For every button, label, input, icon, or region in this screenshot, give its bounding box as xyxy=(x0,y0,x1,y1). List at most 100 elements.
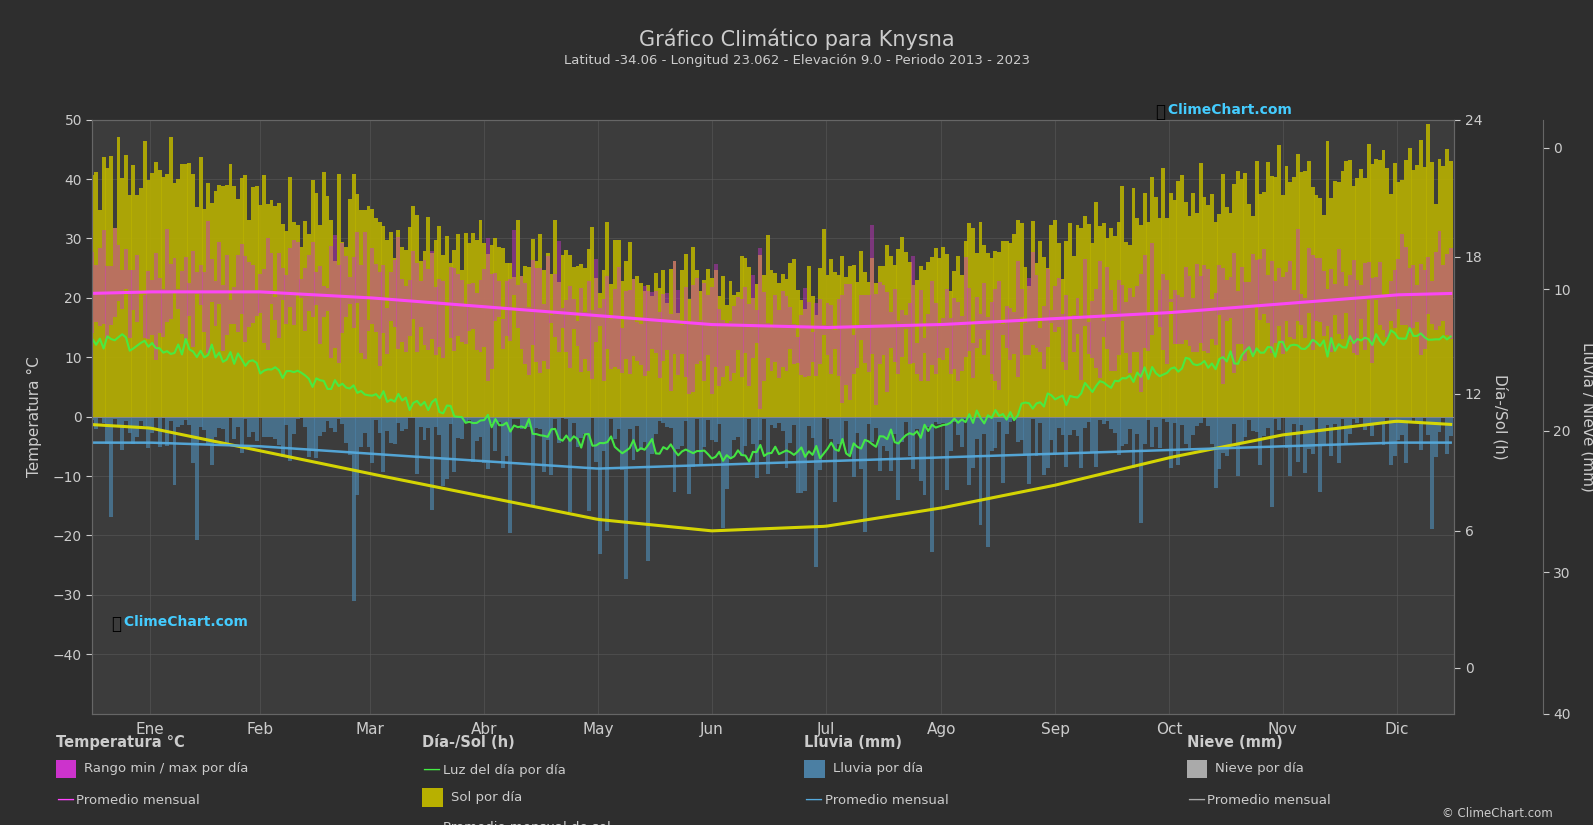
Bar xyxy=(430,417,433,510)
Bar xyxy=(1005,241,1008,417)
Bar xyxy=(408,280,411,336)
Bar xyxy=(639,324,644,365)
Bar xyxy=(653,290,658,353)
Bar xyxy=(358,210,363,417)
Bar xyxy=(661,271,666,417)
Bar xyxy=(1352,186,1356,417)
Bar xyxy=(1445,254,1450,335)
Bar xyxy=(591,227,594,417)
Bar xyxy=(236,255,241,332)
Bar xyxy=(1306,248,1311,313)
Bar xyxy=(433,239,438,417)
Bar xyxy=(511,417,516,419)
Bar xyxy=(523,417,527,428)
Text: Lluvia (mm): Lluvia (mm) xyxy=(804,734,903,750)
Bar xyxy=(722,417,725,528)
Bar xyxy=(953,299,956,370)
Bar xyxy=(1176,181,1180,417)
Bar xyxy=(1136,218,1139,417)
Bar xyxy=(695,278,699,364)
Bar xyxy=(1236,417,1239,476)
Bar xyxy=(1203,197,1206,417)
Bar xyxy=(188,163,191,417)
Bar xyxy=(269,417,274,436)
Bar xyxy=(280,224,285,417)
Bar xyxy=(964,257,967,357)
Bar xyxy=(105,167,110,417)
Bar xyxy=(553,274,558,337)
Bar xyxy=(1247,282,1251,350)
Bar xyxy=(699,319,703,361)
Bar xyxy=(1206,269,1211,353)
Bar xyxy=(1333,182,1337,417)
Bar xyxy=(1284,166,1289,417)
Bar xyxy=(609,284,613,417)
Bar xyxy=(393,258,397,417)
Bar xyxy=(1039,241,1042,417)
Bar xyxy=(311,417,314,450)
Bar xyxy=(363,233,366,359)
Bar xyxy=(523,283,527,364)
Bar xyxy=(878,266,881,417)
Bar xyxy=(750,275,755,358)
Bar xyxy=(930,417,933,552)
Bar xyxy=(1340,272,1344,339)
Bar xyxy=(691,417,695,467)
Bar xyxy=(650,296,655,417)
Bar xyxy=(642,417,647,442)
Bar xyxy=(341,417,344,424)
Bar xyxy=(773,417,777,427)
Bar xyxy=(1080,417,1083,468)
Bar xyxy=(855,417,859,433)
Bar xyxy=(1161,274,1166,351)
Bar xyxy=(1442,417,1445,418)
Bar xyxy=(1094,289,1098,368)
Bar xyxy=(516,285,519,328)
Bar xyxy=(427,217,430,417)
Bar xyxy=(299,279,303,298)
Bar xyxy=(314,272,319,304)
Bar xyxy=(400,417,405,431)
Bar xyxy=(703,280,706,417)
Bar xyxy=(758,417,763,440)
Bar xyxy=(636,322,639,361)
Bar xyxy=(1273,177,1278,417)
Bar xyxy=(594,417,597,462)
Bar xyxy=(1184,417,1188,444)
Bar xyxy=(475,293,479,351)
Bar xyxy=(1228,213,1233,417)
Bar xyxy=(221,285,225,351)
Bar xyxy=(483,269,486,347)
Bar xyxy=(1098,417,1102,420)
Bar xyxy=(172,183,177,417)
Bar xyxy=(1045,269,1050,347)
Bar xyxy=(263,175,266,417)
Bar xyxy=(1053,417,1058,454)
Bar xyxy=(1192,298,1195,352)
Bar xyxy=(680,417,683,446)
Bar xyxy=(624,291,628,359)
Bar xyxy=(213,281,218,327)
Bar xyxy=(558,417,561,443)
Bar xyxy=(311,242,314,317)
Bar xyxy=(881,266,886,417)
Bar xyxy=(967,417,972,485)
Bar xyxy=(1247,204,1251,417)
Bar xyxy=(792,417,796,425)
Bar xyxy=(441,255,444,417)
Bar xyxy=(1295,229,1300,321)
Bar xyxy=(1403,417,1408,463)
Bar xyxy=(266,204,269,417)
Bar xyxy=(236,417,241,427)
Bar xyxy=(867,295,870,371)
Bar xyxy=(1233,183,1236,417)
Bar xyxy=(1067,417,1072,435)
Bar xyxy=(1031,417,1035,419)
Bar xyxy=(978,222,983,417)
Bar xyxy=(903,417,908,422)
Bar xyxy=(452,250,456,417)
Bar xyxy=(1244,417,1247,437)
Bar xyxy=(550,274,553,417)
Bar xyxy=(210,203,213,417)
Bar xyxy=(277,417,280,445)
